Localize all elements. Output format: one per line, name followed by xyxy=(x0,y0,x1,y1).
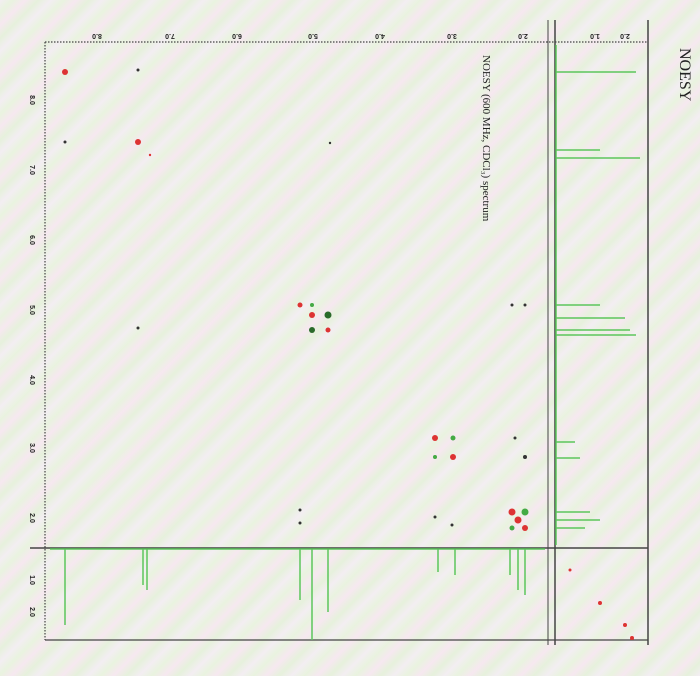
top-tick-label: 4.0 xyxy=(375,32,385,39)
tick-labels: 8.0 7.0 6.0 5.0 4.0 3.0 2.0 1.0 2.0 8.0 7.0 6.0 5.0 4… xyxy=(28,32,630,617)
left-tick-label: 7.0 xyxy=(28,165,35,175)
top-tick-label: 8.0 xyxy=(92,32,102,39)
top-tick-label: 2.0 xyxy=(518,32,528,39)
left-tick-label: 5.0 xyxy=(28,305,35,315)
frame xyxy=(30,20,649,645)
left-tick-label: 3.0 xyxy=(28,443,35,453)
left-tick-label: 8.0 xyxy=(28,95,35,105)
left-tick-label: 6.0 xyxy=(28,235,35,245)
page-title: NOESY xyxy=(676,48,693,102)
top-tick-label: 7.0 xyxy=(165,32,175,39)
top-tick-label: 5.0 xyxy=(308,32,318,39)
projection-spectrum xyxy=(50,548,545,640)
left-tick-label: 1.0 xyxy=(28,575,35,585)
top-tick-label: 2.0 xyxy=(620,32,630,39)
spectrum-caption: NOESY (600 MHz, CDCl₃) spectrum xyxy=(480,55,492,222)
projection-spectrum xyxy=(555,45,640,545)
cross-peaks xyxy=(62,68,634,640)
left-tick-label: 4.0 xyxy=(28,375,35,385)
top-tick-label: 6.0 xyxy=(232,32,242,39)
top-tick-label: 3.0 xyxy=(447,32,457,39)
top-tick-label: 1.0 xyxy=(590,32,600,39)
left-tick-label: 2.0 xyxy=(28,607,35,617)
left-tick-label: 2.0 xyxy=(28,513,35,523)
